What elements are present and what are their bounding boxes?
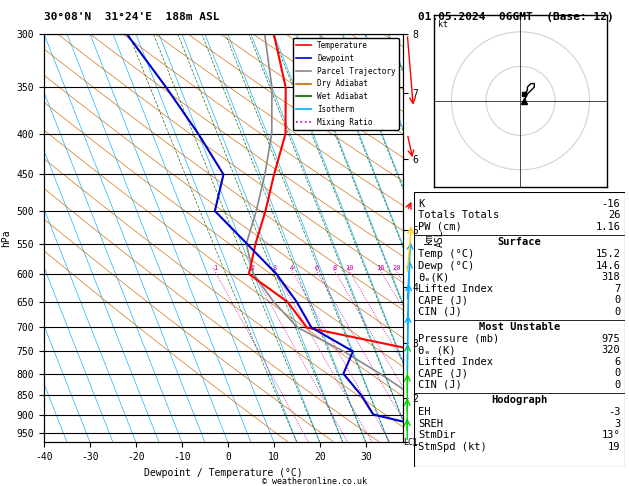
Text: 320: 320 [601,345,620,355]
Text: Dewp (°C): Dewp (°C) [418,260,474,271]
Text: 0: 0 [614,368,620,379]
Text: θₑ (K): θₑ (K) [418,345,455,355]
Y-axis label: km
ASL: km ASL [424,229,445,247]
Text: 8: 8 [333,265,337,271]
Text: 01.05.2024  06GMT  (Base: 12): 01.05.2024 06GMT (Base: 12) [418,12,614,22]
Text: PW (cm): PW (cm) [418,222,462,232]
Text: CAPE (J): CAPE (J) [418,295,468,305]
Text: 2: 2 [250,265,254,271]
Text: 6: 6 [614,357,620,367]
Text: StmSpd (kt): StmSpd (kt) [418,442,487,451]
Text: 975: 975 [601,334,620,344]
Text: Lifted Index: Lifted Index [418,357,493,367]
Text: Pressure (mb): Pressure (mb) [418,334,499,344]
Text: © weatheronline.co.uk: © weatheronline.co.uk [262,477,367,486]
Y-axis label: hPa: hPa [1,229,11,247]
Text: CIN (J): CIN (J) [418,380,462,390]
Text: -3: -3 [608,407,620,417]
Text: θₑ(K): θₑ(K) [418,272,449,282]
Text: 0: 0 [614,380,620,390]
Text: 14.6: 14.6 [596,260,620,271]
Text: LCL: LCL [403,438,418,447]
Text: CIN (J): CIN (J) [418,307,462,317]
Text: CAPE (J): CAPE (J) [418,368,468,379]
Text: 3: 3 [614,418,620,429]
Text: Surface: Surface [498,238,541,247]
Text: Most Unstable: Most Unstable [479,322,560,332]
Text: EH: EH [418,407,431,417]
Text: SREH: SREH [418,418,443,429]
Text: 7: 7 [614,284,620,294]
Text: 16: 16 [377,265,385,271]
Text: 0: 0 [614,295,620,305]
Text: -16: -16 [601,199,620,209]
Text: 318: 318 [601,272,620,282]
Text: Hodograph: Hodograph [491,396,547,405]
Text: 10: 10 [345,265,353,271]
Text: 4: 4 [290,265,294,271]
Text: 26: 26 [608,210,620,220]
X-axis label: Dewpoint / Temperature (°C): Dewpoint / Temperature (°C) [144,468,303,478]
Text: 20: 20 [392,265,401,271]
Text: K: K [418,199,425,209]
Legend: Temperature, Dewpoint, Parcel Trajectory, Dry Adiabat, Wet Adiabat, Isotherm, Mi: Temperature, Dewpoint, Parcel Trajectory… [292,38,399,130]
Text: 1: 1 [213,265,217,271]
Text: 13°: 13° [601,430,620,440]
Text: Temp (°C): Temp (°C) [418,249,474,259]
Text: 0: 0 [614,307,620,317]
Text: StmDir: StmDir [418,430,455,440]
Text: 1.16: 1.16 [596,222,620,232]
Text: 15.2: 15.2 [596,249,620,259]
Text: 30°08'N  31°24'E  188m ASL: 30°08'N 31°24'E 188m ASL [44,12,220,22]
Text: 6: 6 [314,265,319,271]
Text: kt: kt [438,20,448,29]
Text: 3: 3 [273,265,277,271]
Text: 19: 19 [608,442,620,451]
Text: Totals Totals: Totals Totals [418,210,499,220]
Text: Lifted Index: Lifted Index [418,284,493,294]
